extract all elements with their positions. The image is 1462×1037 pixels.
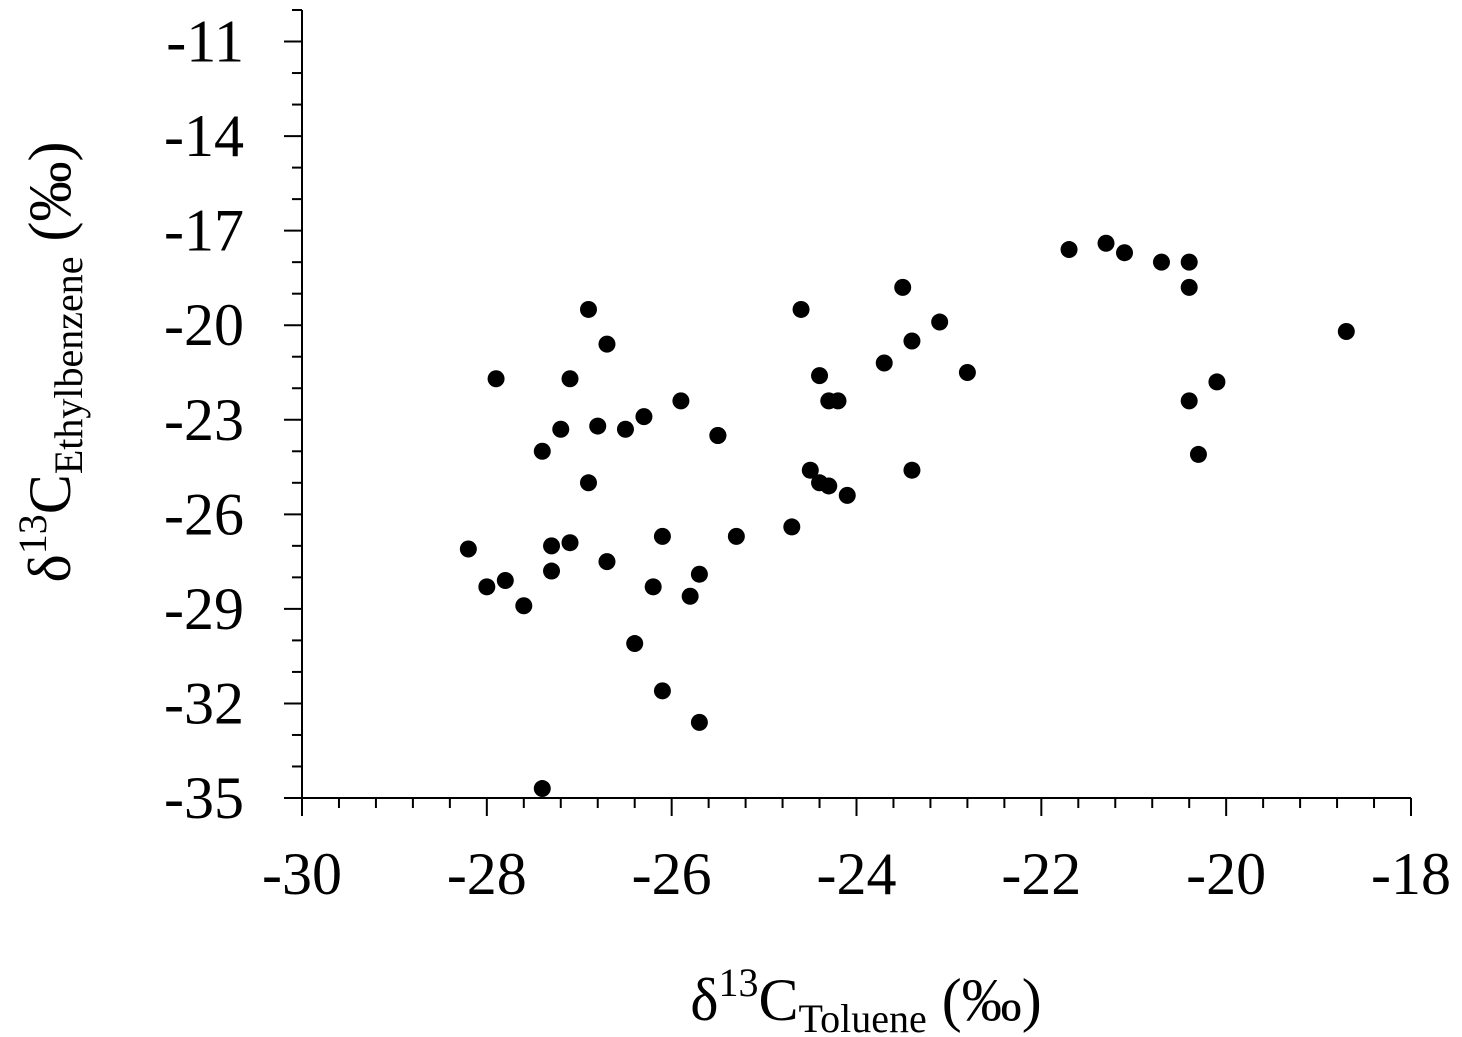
- data-point: [690, 565, 708, 583]
- data-point: [792, 300, 810, 318]
- data-point: [515, 597, 533, 615]
- data-point: [552, 420, 570, 438]
- data-point: [829, 392, 847, 410]
- data-point: [1189, 445, 1207, 463]
- x-axis-title-sub: Toluene: [799, 996, 927, 1037]
- data-point: [459, 540, 477, 558]
- x-tick-label: -22: [1001, 841, 1081, 907]
- x-tick-label: -18: [1371, 841, 1451, 907]
- y-tick-label: -11: [166, 9, 244, 75]
- x-axis-title-prefix: δ: [690, 967, 718, 1033]
- y-axis-title-sub: Ethylbenzene: [46, 256, 91, 474]
- data-point: [635, 408, 653, 426]
- x-axis-title-suffix: (‰): [927, 967, 1042, 1033]
- data-point: [579, 300, 597, 318]
- x-tick-label: -28: [447, 841, 527, 907]
- data-point: [690, 713, 708, 731]
- data-point: [783, 518, 801, 536]
- data-point: [598, 335, 616, 353]
- y-tick-label: -32: [164, 670, 244, 736]
- data-point: [811, 367, 829, 385]
- data-point: [1060, 241, 1078, 259]
- y-axis-title-sup: 13: [10, 514, 55, 554]
- y-tick-label: -35: [164, 765, 244, 831]
- y-axis-title-prefix: δ: [17, 554, 83, 582]
- y-tick-label: -23: [164, 387, 244, 453]
- y-tick-label: -17: [164, 198, 244, 264]
- x-tick-label: -26: [632, 841, 712, 907]
- data-point: [838, 486, 856, 504]
- data-point: [561, 534, 579, 552]
- data-point: [1208, 373, 1226, 391]
- data-point: [894, 278, 912, 296]
- data-point: [1337, 323, 1355, 341]
- data-point: [644, 578, 662, 596]
- data-point: [626, 635, 644, 653]
- data-point: [1180, 253, 1198, 271]
- y-axis-title-suffix: (‰): [17, 142, 83, 257]
- data-point: [1116, 244, 1134, 262]
- data-point: [727, 527, 745, 545]
- y-tick-label: -26: [164, 481, 244, 547]
- data-point: [958, 363, 976, 381]
- y-axis-title: δ13CEthylbenzene (‰): [10, 142, 91, 583]
- x-tick-label: -20: [1186, 841, 1266, 907]
- data-point: [533, 442, 551, 460]
- data-point: [543, 537, 561, 555]
- data-point: [820, 477, 838, 495]
- y-tick-label: -29: [164, 576, 244, 642]
- data-point: [1180, 392, 1198, 410]
- y-axis-title-main: C: [17, 474, 83, 514]
- data-point: [478, 578, 496, 596]
- data-point: [616, 420, 634, 438]
- data-point: [672, 392, 690, 410]
- data-point: [561, 370, 579, 388]
- x-axis-title-main: C: [759, 967, 799, 1033]
- data-point: [801, 461, 819, 479]
- data-point: [681, 587, 699, 605]
- data-point: [496, 572, 514, 590]
- data-point: [709, 427, 727, 445]
- data-point: [903, 461, 921, 479]
- data-point: [653, 527, 671, 545]
- data-points: [459, 234, 1355, 798]
- data-point: [1097, 234, 1115, 252]
- data-point: [653, 682, 671, 700]
- data-point: [487, 370, 505, 388]
- data-point: [598, 553, 616, 571]
- x-tick-label: -24: [817, 841, 897, 907]
- x-axis-title-sup: 13: [719, 960, 759, 1005]
- data-point: [931, 313, 949, 331]
- data-point: [1180, 278, 1198, 296]
- data-point: [579, 474, 597, 492]
- x-axis-title: δ13CToluene (‰): [690, 960, 1042, 1037]
- y-tick-label: -14: [164, 103, 244, 169]
- x-tick-label: -30: [262, 841, 342, 907]
- data-point: [543, 562, 561, 580]
- data-point: [875, 354, 893, 372]
- y-tick-label: -20: [164, 292, 244, 358]
- data-point: [1152, 253, 1170, 271]
- data-point: [903, 332, 921, 350]
- data-point: [533, 780, 551, 798]
- data-point: [589, 417, 607, 435]
- axes: -35 -32 -29 -26 -23 -20 -17 -14 -11 -30 -28 -26 -24 -…: [164, 9, 1451, 907]
